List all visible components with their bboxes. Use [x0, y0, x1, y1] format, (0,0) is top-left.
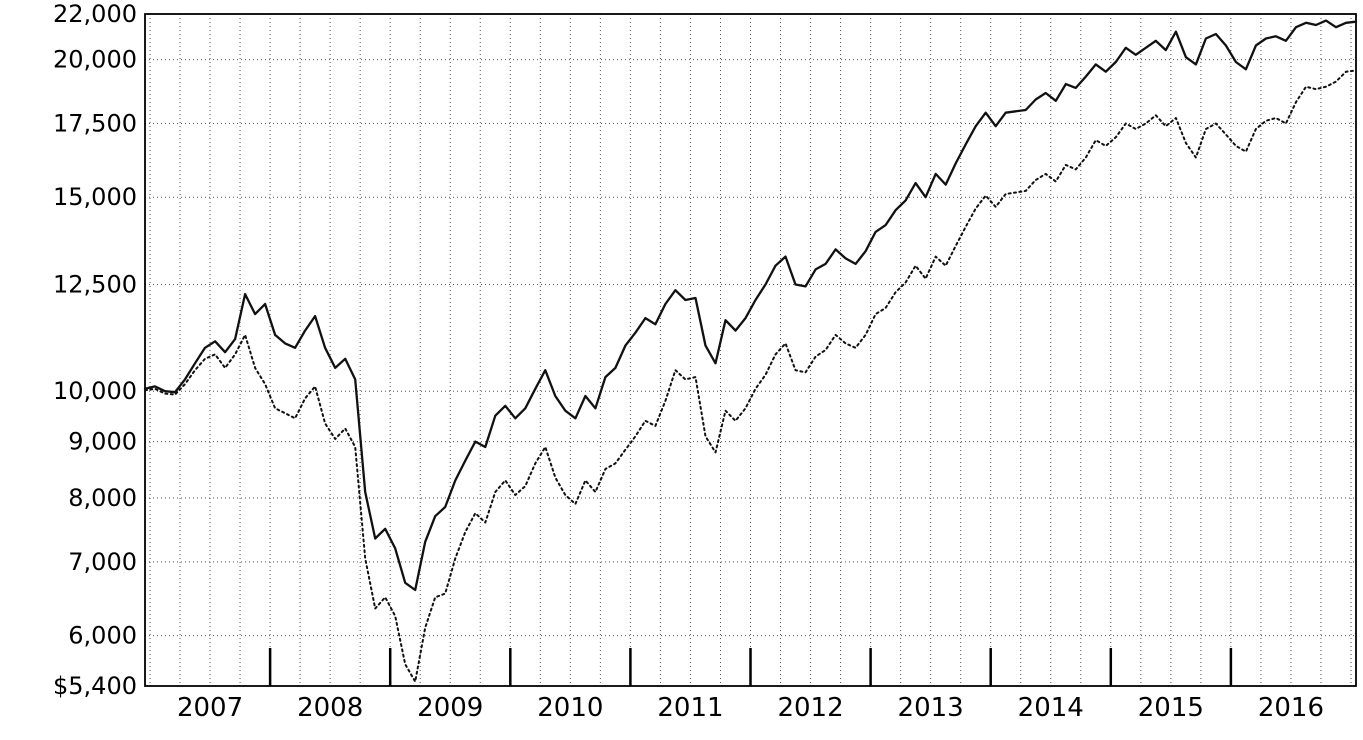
x-axis-label: 2016 [1258, 693, 1324, 723]
x-axis-label: 2009 [417, 693, 483, 723]
x-axis-label: 2010 [537, 693, 603, 723]
y-axis-label: 9,000 [68, 428, 137, 456]
y-axis-label: 17,500 [53, 109, 137, 137]
y-axis-label: 22,000 [53, 0, 137, 28]
y-axis-label: 6,000 [68, 622, 137, 650]
x-axis-label: 2011 [657, 693, 723, 723]
x-axis-label: 2013 [898, 693, 964, 723]
plot-frame [144, 13, 1357, 687]
y-axis-label: 7,000 [68, 548, 137, 576]
solid-line-series-path [143, 19, 1358, 592]
x-axis-label: 2007 [177, 693, 243, 723]
y-axis-label: 12,500 [53, 270, 137, 298]
y-axis-label: 10,000 [53, 377, 137, 405]
x-axis-label: 2014 [1018, 693, 1084, 723]
y-axis-label: 8,000 [68, 484, 137, 512]
y-axis-label: $5,400 [53, 672, 137, 700]
x-axis-label: 2012 [777, 693, 843, 723]
y-axis-label: 15,000 [53, 183, 137, 211]
x-axis-label: 2008 [297, 693, 363, 723]
x-axis-label: 2015 [1138, 693, 1204, 723]
y-axis-label: 20,000 [53, 46, 137, 74]
